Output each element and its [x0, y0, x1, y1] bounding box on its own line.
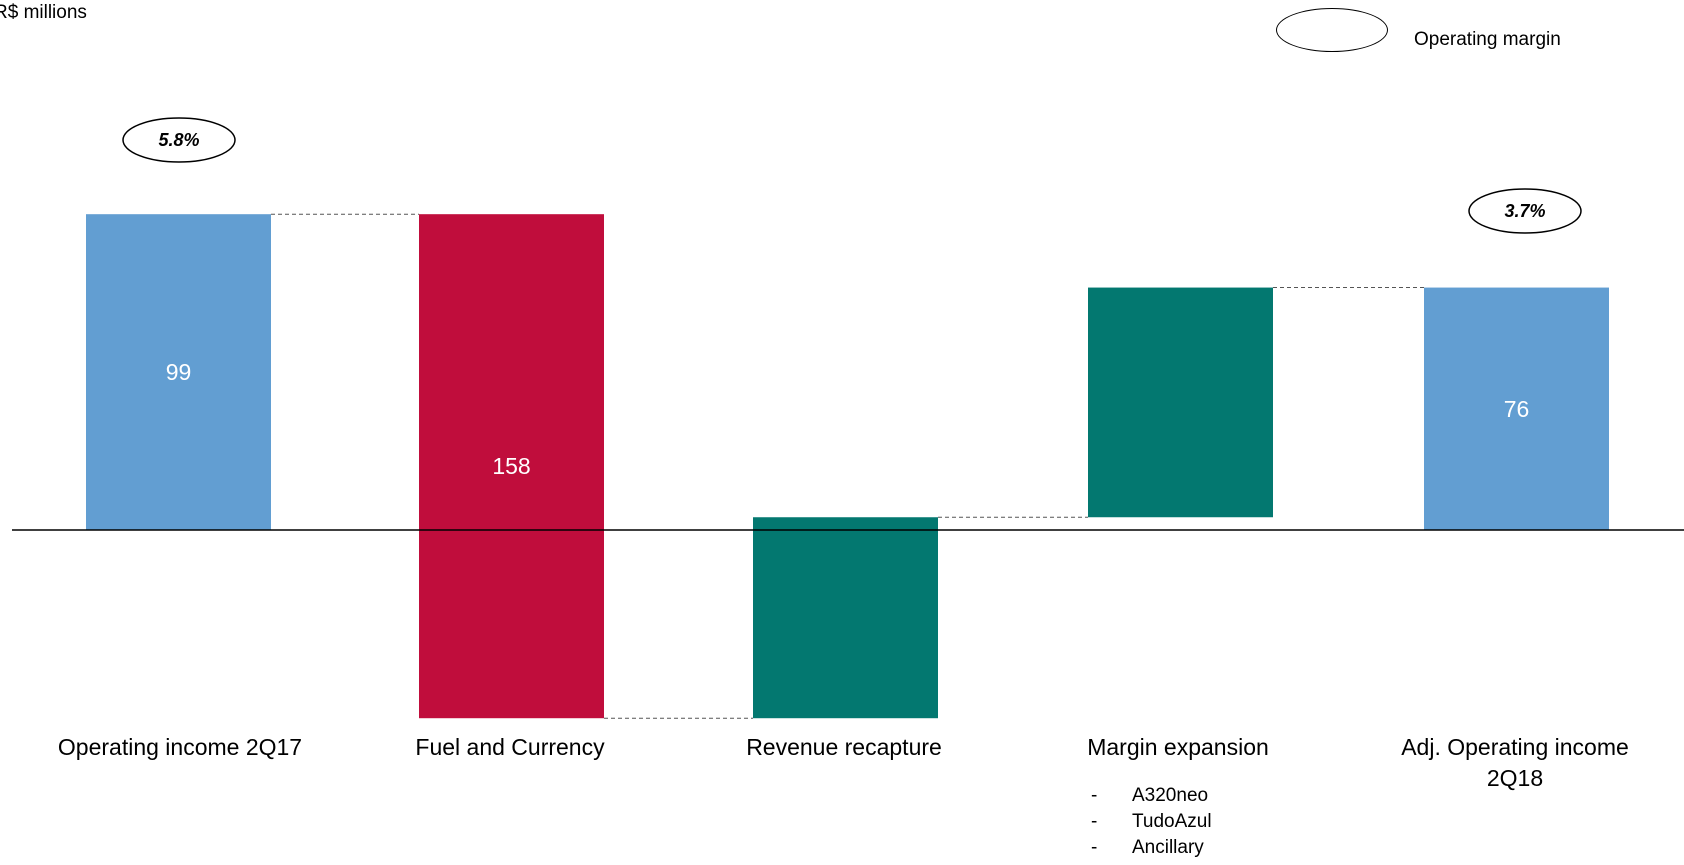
margin-value-label: 3.7% — [1504, 201, 1545, 221]
legend-oval-icon — [1276, 8, 1388, 52]
bar-value-label: 158 — [492, 453, 530, 479]
unit-label: R$ millions — [0, 2, 87, 23]
bar-revenue-recapture — [753, 517, 938, 719]
category-label-operating-income-2q17: Operating income 2Q17 — [57, 734, 303, 760]
margin-expansion-list: - A320neo - TudoAzul - Ancillary — [1091, 783, 1212, 861]
category-label-revenue-recapture: Revenue recapture — [746, 734, 942, 760]
bar-margin-expansion — [1088, 287, 1273, 518]
bar-fuel-and-currency — [419, 214, 604, 719]
bar-value-label: 76 — [1504, 396, 1530, 422]
category-label-adj-operating-income-2q18: Adj. Operating income 2Q18 — [1401, 734, 1629, 791]
legend-label: Operating margin — [1414, 29, 1561, 50]
category-label-margin-expansion: Margin expansion — [1087, 734, 1269, 760]
margin-value-label: 5.8% — [158, 130, 199, 150]
margin-oval-icon — [1468, 188, 1582, 234]
bar-value-label: 99 — [166, 359, 192, 385]
list-item: - TudoAzul — [1091, 811, 1212, 832]
margin-oval-icon — [122, 117, 236, 163]
bar-adj-operating-income-2q18 — [1424, 287, 1609, 530]
bar-operating-income-2q17 — [86, 214, 271, 530]
list-item: - Ancillary — [1091, 837, 1204, 858]
category-label-fuel-and-currency: Fuel and Currency — [415, 734, 605, 760]
legend: Operating margin — [1276, 8, 1676, 56]
list-item: - A320neo — [1091, 785, 1209, 806]
